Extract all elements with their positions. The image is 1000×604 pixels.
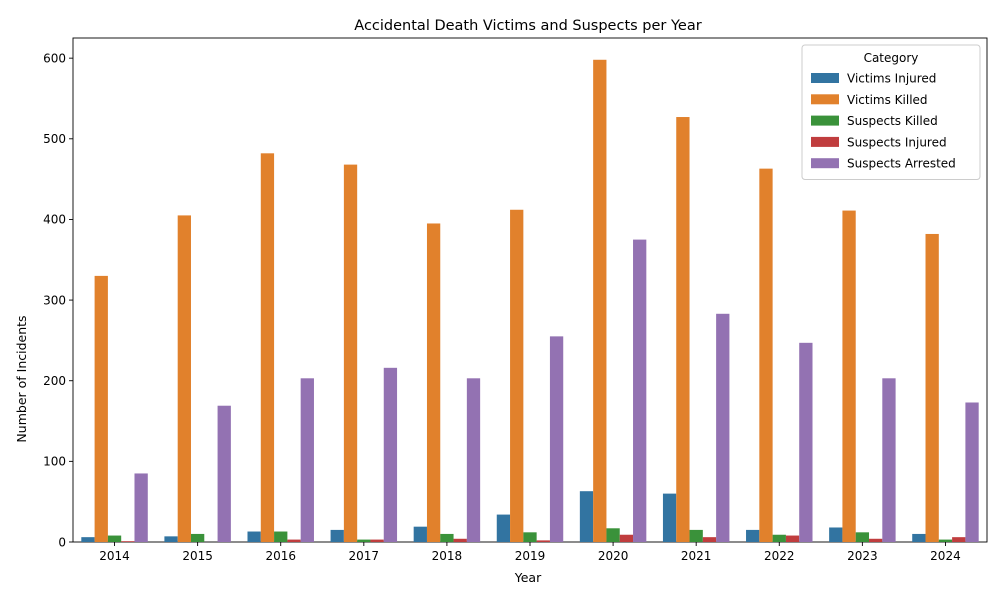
bar-suspects-killed-2016 — [274, 531, 288, 542]
legend-label: Suspects Arrested — [847, 157, 956, 171]
bar-suspects-injured-2016 — [287, 539, 301, 542]
legend-label: Suspects Killed — [847, 114, 938, 128]
bar-victims-injured-2020 — [579, 491, 594, 542]
x-tick-label: 2017 — [349, 549, 380, 563]
bar-victims-injured-2014 — [81, 537, 95, 542]
x-tick-label: 2015 — [182, 549, 213, 563]
bar-suspects-injured-2023 — [869, 538, 883, 542]
bar-suspects-injured-2024 — [952, 537, 966, 542]
legend-title: Category — [864, 51, 919, 65]
bar-victims-killed-2017 — [343, 164, 358, 542]
legend-label: Victims Injured — [847, 72, 936, 86]
x-tick-label: 2024 — [930, 549, 961, 563]
bar-victims-killed-2024 — [925, 233, 939, 542]
bar-victims-injured-2015 — [164, 536, 178, 542]
bar-suspects-arrested-2021 — [716, 313, 730, 542]
bar-suspects-arrested-2017 — [383, 367, 398, 542]
bar-victims-killed-2016 — [260, 153, 275, 543]
bar-suspects-killed-2022 — [772, 534, 786, 542]
bar-victims-killed-2019 — [510, 209, 524, 543]
bar-victims-injured-2019 — [496, 514, 511, 542]
y-axis: 0 100 200 300 400 500 600 — [43, 51, 73, 549]
bar-suspects-arrested-2016 — [300, 378, 314, 542]
bar-suspects-arrested-2020 — [633, 239, 647, 542]
x-tick-label: 2020 — [598, 549, 629, 563]
bar-suspects-injured-2020 — [619, 534, 634, 542]
x-axis: 2014 2015 2016 2017 2018 2019 2020 2021 2022 2023… — [99, 542, 961, 563]
bar-victims-injured-2023 — [829, 527, 843, 542]
x-tick-label: 2014 — [99, 549, 130, 563]
bar-victims-killed-2014 — [94, 275, 108, 542]
bar-suspects-injured-2018 — [453, 538, 467, 542]
bar-victims-injured-2016 — [247, 531, 261, 542]
bar-victims-injured-2018 — [413, 526, 427, 542]
bar-victims-killed-2015 — [177, 215, 191, 542]
bar-suspects-killed-2015 — [190, 533, 205, 542]
bar-suspects-injured-2022 — [785, 535, 800, 542]
bar-suspects-arrested-2024 — [965, 402, 979, 542]
y-tick-label: 200 — [43, 374, 66, 388]
legend: Category Victims Injured Victims Killed Sus… — [801, 44, 981, 180]
bar-suspects-arrested-2014 — [134, 473, 148, 542]
bar-victims-killed-2018 — [426, 223, 441, 543]
bar-victims-killed-2022 — [759, 168, 773, 543]
bar-suspects-killed-2018 — [440, 533, 454, 542]
chart-title: Accidental Death Victims and Suspects pe… — [354, 18, 701, 34]
legend-swatch — [811, 136, 839, 147]
bar-suspects-injured-2017 — [370, 539, 384, 542]
y-axis-label: Number of Incidents — [14, 315, 29, 442]
bar-victims-injured-2021 — [662, 493, 677, 542]
legend-swatch — [811, 115, 839, 126]
bar-suspects-arrested-2022 — [799, 342, 813, 542]
bar-suspects-killed-2021 — [689, 529, 703, 542]
legend-label: Victims Killed — [847, 93, 928, 107]
x-tick-label: 2023 — [847, 549, 878, 563]
x-tick-label: 2016 — [265, 549, 296, 563]
bar-suspects-killed-2020 — [606, 528, 620, 542]
legend-label: Suspects Injured — [847, 135, 947, 149]
bar-suspects-killed-2023 — [855, 532, 870, 542]
bar-suspects-killed-2017 — [357, 539, 371, 542]
y-tick-label: 500 — [43, 132, 66, 146]
legend-swatch — [811, 73, 839, 83]
y-tick-label: 0 — [58, 535, 66, 549]
y-tick-label: 100 — [43, 455, 66, 469]
bar-suspects-injured-2019 — [536, 540, 550, 542]
y-tick-label: 400 — [43, 213, 66, 227]
bar-suspects-injured-2014 — [121, 541, 135, 542]
bar-victims-killed-2023 — [842, 210, 856, 543]
bar-victims-injured-2024 — [912, 533, 926, 542]
legend-swatch — [811, 94, 839, 105]
bar-suspects-killed-2024 — [938, 539, 953, 542]
bar-suspects-arrested-2019 — [549, 336, 564, 542]
x-tick-label: 2021 — [681, 549, 712, 563]
bar-victims-killed-2021 — [676, 117, 690, 543]
bar-suspects-arrested-2023 — [882, 378, 896, 542]
legend-box — [801, 44, 981, 180]
x-tick-label: 2022 — [764, 549, 795, 563]
x-tick-label: 2018 — [432, 549, 463, 563]
bar-suspects-killed-2014 — [107, 535, 122, 542]
bar-victims-injured-2017 — [330, 529, 344, 542]
y-tick-label: 300 — [43, 293, 66, 307]
bar-victims-injured-2022 — [746, 529, 760, 542]
x-tick-label: 2019 — [515, 549, 546, 563]
bar-victims-killed-2020 — [593, 59, 607, 543]
bar-suspects-killed-2019 — [523, 532, 537, 542]
bars — [81, 59, 979, 543]
bar-suspects-injured-2021 — [702, 537, 717, 542]
x-axis-label: Year — [514, 570, 542, 585]
y-tick-label: 600 — [43, 51, 66, 65]
bar-suspects-arrested-2018 — [466, 378, 481, 542]
bar-suspects-arrested-2015 — [217, 405, 231, 542]
legend-swatch — [811, 158, 839, 169]
